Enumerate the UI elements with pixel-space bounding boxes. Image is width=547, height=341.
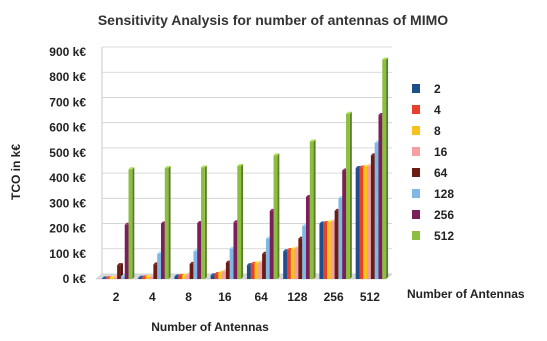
legend-swatch [412, 126, 420, 135]
x-tick-label: 128 [287, 290, 307, 304]
legend-label: 64 [434, 166, 448, 180]
x-tick-label: 16 [218, 290, 232, 304]
x-tick-label: 4 [149, 290, 156, 304]
x-tick-label: 64 [254, 290, 268, 304]
legend-swatch [412, 168, 420, 177]
y-tick-label: 800 k€ [49, 70, 86, 84]
y-tick-label: 900 k€ [49, 45, 86, 59]
x-tick-labels: 2 4 8 16 64 128 256 512 [113, 290, 380, 304]
y-tick-label: 100 k€ [49, 247, 86, 261]
legend-swatch [412, 84, 420, 93]
y-tick-label: 200 k€ [49, 222, 86, 236]
x-tick-label: 8 [185, 290, 192, 304]
y-tick-label: 400 k€ [49, 171, 86, 185]
x-tick-label: 512 [360, 290, 380, 304]
legend-swatch [412, 147, 420, 156]
x-tick-label: 2 [113, 290, 120, 304]
bar [201, 165, 207, 279]
legend-label: 8 [434, 124, 441, 138]
bars [101, 57, 389, 280]
legend-label: 16 [434, 145, 448, 159]
chart-title: Sensitivity Analysis for number of anten… [98, 12, 448, 28]
y-tick-label: 0 k€ [63, 272, 87, 286]
y-tick-labels: 0 k€ 100 k€ 200 k€ 300 k€ 400 k€ 500 k€ 600 k€… [49, 45, 86, 286]
bar [309, 139, 316, 279]
y-axis-label: TCO in k€ [9, 144, 23, 200]
y-tick-label: 500 k€ [49, 146, 86, 160]
legend-swatch [412, 210, 420, 219]
side-axis-label: Number of Antennas [407, 287, 525, 301]
x-axis-label: Number of Antennas [151, 320, 269, 334]
legend-label: 2 [434, 82, 441, 96]
bar [382, 57, 389, 279]
y-tick-label: 700 k€ [49, 95, 86, 109]
legend-label: 4 [434, 103, 441, 117]
legend-swatch [412, 231, 420, 240]
bar [237, 164, 244, 279]
legend-swatch [412, 105, 420, 114]
bar [273, 153, 280, 279]
bar [164, 166, 171, 279]
legend-label: 128 [434, 187, 454, 201]
y-tick-label: 300 k€ [49, 196, 86, 210]
bar [128, 167, 135, 279]
legend-label: 256 [434, 208, 454, 222]
legend-swatch [412, 189, 420, 198]
y-tick-label: 600 k€ [49, 121, 86, 135]
x-tick-label: 256 [324, 290, 344, 304]
legend: 2 4 8 16 64 128 256 512 [412, 82, 454, 243]
bar [346, 111, 352, 280]
legend-label: 512 [434, 229, 454, 243]
